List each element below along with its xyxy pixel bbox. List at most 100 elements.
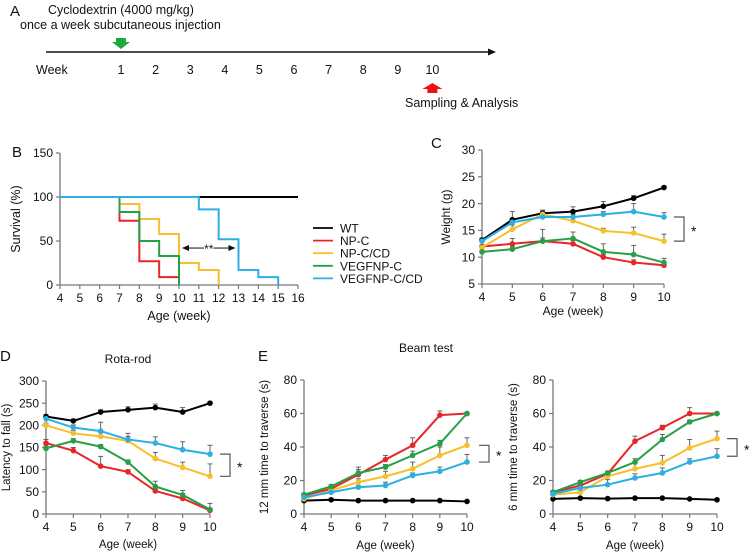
y-axis-label: Weight (g) (439, 189, 453, 244)
data-point-wt (125, 407, 131, 413)
x-tick-label: 7 (382, 520, 389, 534)
significance-marker: * (237, 459, 243, 475)
week-tick-labels: 1 2 3 4 5 6 7 8 9 10 (118, 63, 440, 77)
x-tick-label: 12 (212, 291, 226, 305)
data-point-vegfnp-c-cd (509, 219, 516, 226)
data-point-vegfnp-c (179, 492, 186, 498)
significance-marker: ** (204, 242, 214, 256)
data-point-wt (207, 400, 213, 406)
data-point-np-c-cd (509, 226, 516, 233)
data-point-vegfnp-c (437, 440, 443, 447)
x-tick-label: 6 (355, 520, 362, 534)
y-tick-label: 0 (290, 507, 297, 521)
legend-label-np-c-cd: NP-C/CD (340, 247, 390, 261)
injection-arrow-icon (112, 38, 130, 49)
sampling-label: Sampling & Analysis (405, 96, 518, 110)
week-tick-1: 1 (118, 63, 125, 77)
x-axis-label: Age (week) (147, 309, 210, 323)
data-point-vegfnp-c-cd (207, 451, 213, 457)
data-point-vegfnp-c (659, 436, 666, 443)
week-tick-4: 4 (221, 63, 228, 77)
x-tick-label: 6 (539, 290, 546, 304)
significance-bracket (220, 453, 231, 477)
y-axis-label: Latency to fall (s) (1, 404, 13, 492)
x-tick-label: 7 (632, 520, 639, 534)
data-point-vegfnp-c (661, 259, 667, 266)
x-tick-label: 10 (172, 291, 186, 305)
data-point-vegfnp-c (577, 479, 584, 485)
significance-bracket (727, 438, 738, 457)
data-point-vegfnp-c-cd (301, 494, 307, 501)
data-point-np-c-cd (70, 430, 77, 437)
y-tick-label: 60 (284, 407, 298, 421)
data-point-wt (409, 497, 416, 504)
panel-a: A Cyclodextrin (4000 mg/kg) once a week … (10, 3, 518, 110)
data-point-vegfnp-c (479, 249, 485, 255)
data-point-wt (570, 208, 576, 215)
x-tick-label: 11 (193, 291, 206, 305)
x-tick-label: 7 (570, 290, 577, 304)
x-tick-label: 4 (479, 290, 486, 304)
y-tick-label: 20 (284, 474, 298, 488)
data-point-np-c-cd (686, 445, 693, 451)
data-point-np-c (509, 241, 516, 247)
panel-letter: D (0, 348, 11, 365)
data-point-vegfnp-c-cd (382, 482, 389, 489)
y-tick-label: 150 (19, 441, 39, 455)
data-point-vegfnp-c (70, 438, 77, 444)
x-tick-label: 10 (460, 520, 474, 534)
x-tick-label: 4 (43, 520, 50, 534)
legend-label-vegfnp-c-cd: VEGFNP-C/CD (340, 272, 423, 286)
week-tick-5: 5 (256, 63, 263, 77)
week-tick-9: 9 (394, 63, 401, 77)
x-tick-label: 4 (301, 520, 308, 534)
data-point-np-c (570, 241, 576, 247)
data-point-vegfnp-c (714, 410, 720, 417)
data-point-vegfnp-c-cd (604, 481, 611, 488)
chart-title: Rota-rod (105, 352, 152, 366)
data-point-np-c-cd (409, 465, 416, 472)
x-tick-label: 6 (97, 520, 104, 534)
data-point-vegfnp-c (125, 459, 131, 465)
data-point-wt (686, 496, 693, 502)
y-tick-label: 100 (33, 190, 53, 204)
data-point-np-c-cd (43, 422, 49, 429)
sampling-arrow-shape (422, 83, 443, 93)
data-point-wt (152, 404, 159, 411)
week-tick-7: 7 (325, 63, 332, 77)
y-tick-label: 200 (19, 419, 39, 433)
week-tick-10: 10 (425, 63, 439, 77)
data-point-np-c (152, 488, 159, 494)
data-point-np-c (600, 254, 607, 260)
legend-label-vegfnp-c: VEGFNP-C (340, 259, 402, 273)
data-point-np-c (632, 438, 638, 444)
data-point-wt (714, 496, 720, 503)
y-axis-label: Survival (%) (9, 185, 23, 252)
week-tick-2: 2 (152, 63, 159, 77)
data-point-wt (577, 495, 584, 501)
x-tick-label: 8 (600, 290, 607, 304)
data-point-vegfnp-c-cd (600, 211, 607, 218)
data-point-np-c (43, 440, 49, 446)
x-tick-label: 4 (57, 291, 64, 305)
data-point-vegfnp-c-cd (479, 238, 485, 244)
data-point-vegfnp-c-cd (409, 472, 416, 479)
week-tick-6: 6 (291, 63, 298, 77)
data-point-vegfnp-c (600, 249, 607, 255)
x-tick-label: 9 (686, 520, 693, 534)
y-tick-label: 40 (533, 440, 547, 454)
data-point-vegfnp-c-cd (661, 214, 667, 220)
chart-survival: B 0 50 100 150 4 5 6 7 8 9 10 11 12 13 14 15 16 Age (week)… (9, 144, 305, 323)
data-point-np-c (70, 447, 77, 454)
y-tick-label: 80 (284, 373, 298, 387)
data-point-vegfnp-c (539, 238, 546, 244)
data-point-vegfnp-c (464, 410, 470, 417)
x-tick-label: 15 (271, 291, 285, 305)
legend-label-np-c: NP-C (340, 234, 370, 248)
significance-marker: * (691, 223, 697, 239)
data-point-vegfnp-c (355, 470, 362, 476)
data-point-vegfnp-c-cd (328, 489, 334, 496)
data-point-wt (632, 495, 638, 501)
data-point-vegfnp-c (43, 445, 49, 452)
